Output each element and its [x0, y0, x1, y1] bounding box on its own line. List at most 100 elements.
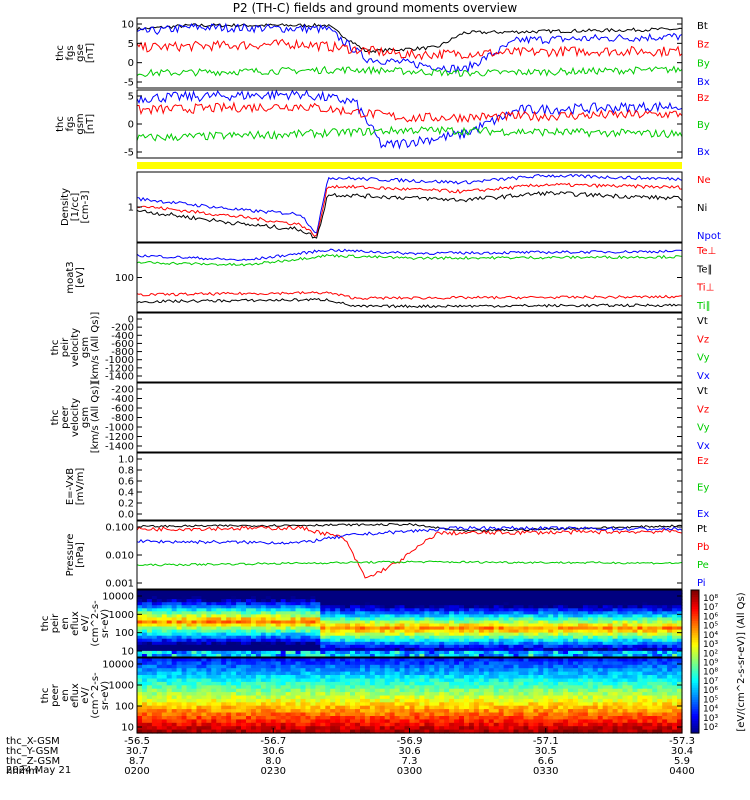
y-axis-label-line: [cm-3] — [80, 190, 91, 223]
spec-cell — [161, 695, 168, 700]
spec-cell — [137, 638, 143, 643]
spec-cell — [231, 611, 237, 615]
spec-cell — [459, 729, 465, 734]
spec-cell — [498, 617, 505, 621]
spec-cell — [300, 685, 307, 690]
spec-cell — [389, 611, 396, 615]
spec-cell — [508, 632, 515, 637]
spec-cell — [672, 712, 678, 717]
spec-cell — [617, 623, 624, 628]
spec-cell — [449, 685, 455, 690]
spec-cell — [360, 678, 366, 683]
spec-cell — [310, 605, 316, 609]
spec-cell — [320, 654, 326, 658]
spec-cell — [538, 678, 544, 683]
spec-cell — [275, 702, 282, 707]
spec-cell — [340, 626, 346, 631]
spec-cell — [290, 617, 297, 621]
spec-cell — [191, 729, 198, 734]
spec-cell — [181, 664, 188, 669]
spec-cell — [275, 599, 282, 603]
spec-cell — [290, 626, 297, 631]
spec-cell — [642, 605, 648, 609]
spec-cell — [176, 654, 183, 658]
spec-cell — [384, 626, 391, 631]
spec-cell — [315, 605, 321, 609]
spec-cell — [275, 638, 282, 643]
spec-cell — [211, 688, 217, 693]
spec-cell — [424, 632, 430, 637]
spec-cell — [265, 702, 272, 707]
spec-cell — [320, 729, 326, 734]
spec-cell — [667, 602, 673, 606]
spec-cell — [330, 671, 336, 676]
spec-cell — [533, 685, 539, 690]
spec-cell — [568, 658, 574, 662]
spec-cell — [627, 692, 634, 697]
spec-cell — [498, 611, 505, 615]
spec-cell — [310, 712, 316, 717]
spec-cell — [216, 664, 222, 669]
spec-cell — [211, 623, 217, 628]
spec-cell — [454, 705, 460, 710]
spec-cell — [211, 719, 217, 724]
spec-cell — [404, 712, 411, 717]
spec-cell — [260, 614, 267, 618]
spec-cell — [305, 726, 312, 731]
spec-cell — [221, 705, 227, 710]
spec-cell — [627, 635, 634, 640]
spec-cell — [513, 709, 520, 714]
spec-cell — [355, 709, 361, 714]
spec-cell — [592, 661, 599, 666]
spec-cell — [315, 638, 321, 643]
spec-cell — [290, 647, 297, 652]
spec-cell — [454, 685, 460, 690]
spec-cell — [409, 681, 416, 686]
spec-cell — [578, 658, 584, 662]
spec-cell — [657, 596, 663, 600]
spec-cell — [206, 709, 212, 714]
spec-cell — [330, 590, 336, 594]
spec-cell — [473, 695, 480, 700]
spec-cell — [498, 641, 505, 646]
spec-cell — [246, 593, 252, 597]
spec-cell — [632, 658, 639, 662]
spec-cell — [414, 635, 421, 640]
spec-cell — [226, 678, 232, 683]
spec-cell — [399, 602, 406, 606]
spec-cell — [315, 685, 321, 690]
spec-cell — [340, 719, 346, 724]
spec-cell — [414, 647, 421, 652]
spec-cell — [459, 647, 465, 652]
spec-cell — [246, 705, 252, 710]
spec-cell — [582, 605, 589, 609]
spec-cell — [523, 692, 530, 697]
spec-cell — [186, 661, 193, 666]
spec-cell — [181, 602, 188, 606]
spec-cell — [389, 671, 396, 676]
spec-cell — [330, 647, 336, 652]
spec-cell — [602, 675, 609, 679]
spec-cell — [305, 608, 312, 612]
spec-cell — [211, 599, 217, 603]
spec-cell — [156, 705, 163, 710]
spec-cell — [597, 681, 604, 686]
spec-cell — [325, 590, 331, 594]
spec-cell — [424, 698, 430, 703]
spec-cell — [295, 664, 302, 669]
spec-cell — [558, 620, 564, 625]
spec-cell — [404, 590, 411, 594]
spec-cell — [602, 632, 609, 637]
spec-cell — [241, 641, 247, 646]
spec-cell — [439, 712, 445, 717]
spec-cell — [642, 695, 648, 700]
spec-cell — [379, 685, 386, 690]
spec-cell — [662, 695, 668, 700]
spec-cell — [414, 650, 421, 655]
spec-cell — [310, 590, 316, 594]
spec-cell — [473, 626, 480, 631]
spec-cell — [612, 712, 619, 717]
spec-cell — [394, 620, 401, 625]
spec-cell — [389, 599, 396, 603]
spec-cell — [340, 632, 346, 637]
